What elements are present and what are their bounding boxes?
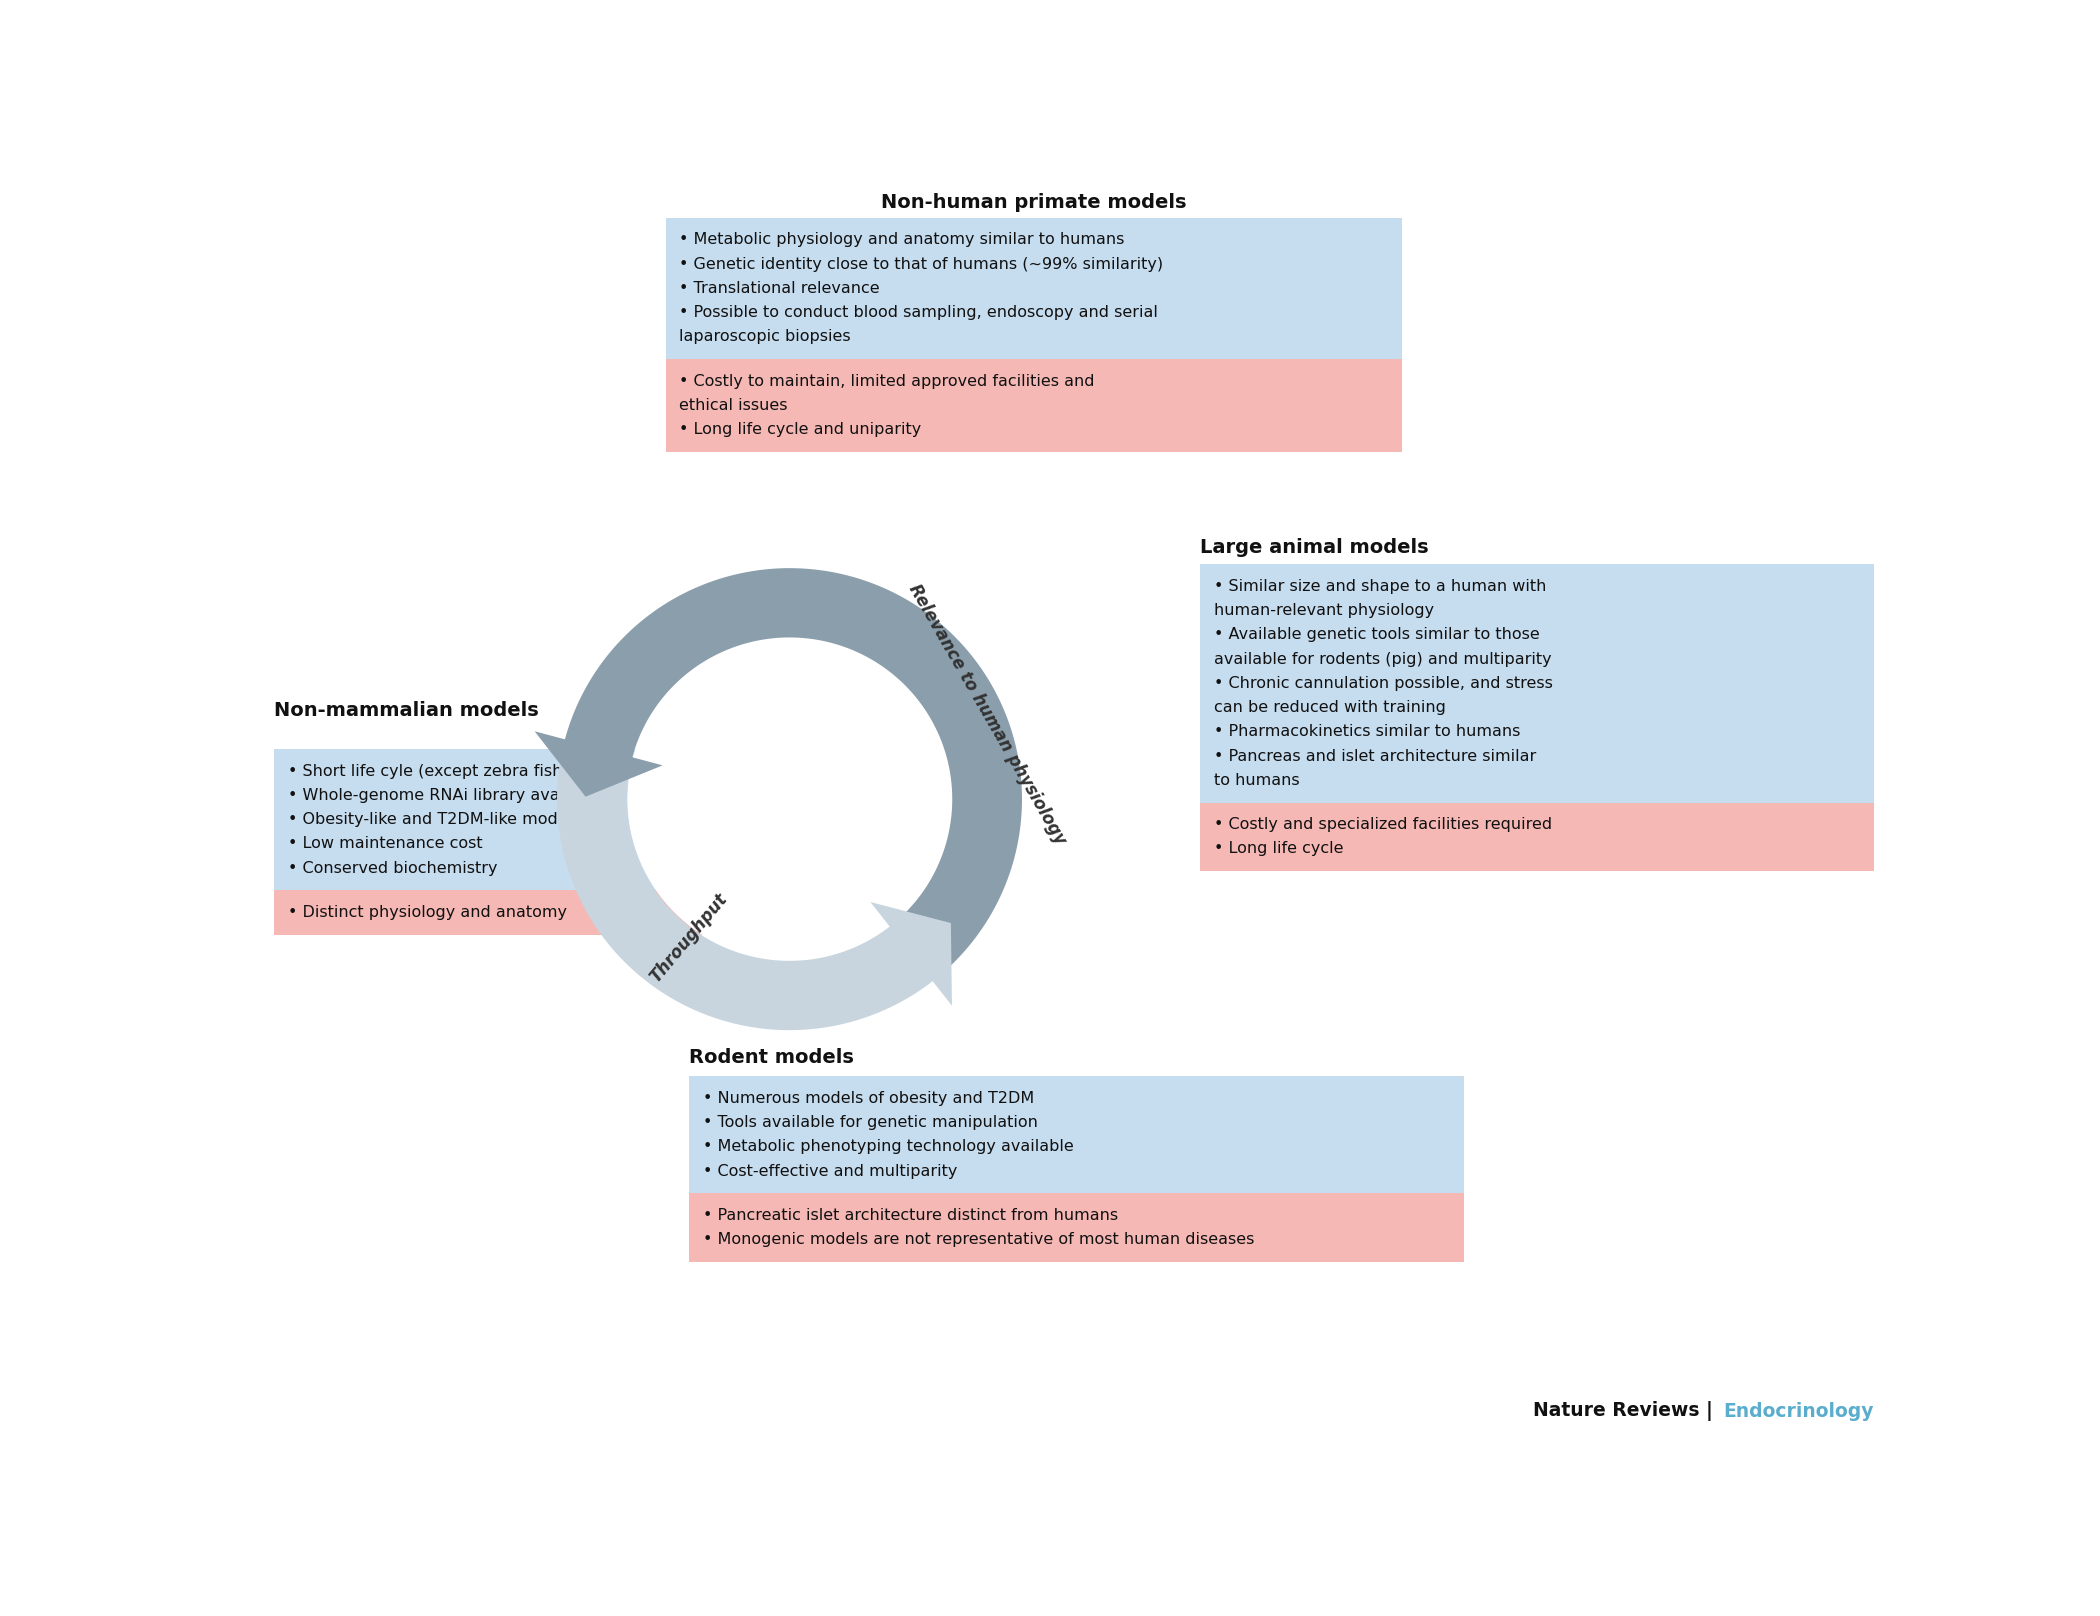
Text: • Costly to maintain, limited approved facilities and: • Costly to maintain, limited approved f…	[680, 373, 1094, 389]
Text: • Pancreatic islet architecture distinct from humans: • Pancreatic islet architecture distinct…	[704, 1209, 1117, 1223]
Bar	[1201, 564, 1875, 803]
Text: • Long life cycle: • Long life cycle	[1214, 842, 1344, 856]
Text: • Pharmacokinetics similar to humans: • Pharmacokinetics similar to humans	[1214, 724, 1520, 740]
Text: • Long life cycle and uniparity: • Long life cycle and uniparity	[680, 422, 922, 438]
Text: • Distinct physiology and anatomy: • Distinct physiology and anatomy	[288, 905, 567, 920]
Text: • Numerous models of obesity and T2DM: • Numerous models of obesity and T2DM	[704, 1091, 1033, 1105]
Text: • Pancreas and islet architecture similar: • Pancreas and islet architecture simila…	[1214, 748, 1537, 764]
Bar	[689, 1076, 1464, 1193]
Text: • Metabolic physiology and anatomy similar to humans: • Metabolic physiology and anatomy simil…	[680, 233, 1126, 247]
Circle shape	[628, 638, 951, 960]
Text: • Obesity-like and T2DM-like models: • Obesity-like and T2DM-like models	[288, 813, 580, 827]
Text: • Whole-genome RNAi library available: • Whole-genome RNAi library available	[288, 789, 603, 803]
Text: Endocrinology: Endocrinology	[1724, 1401, 1873, 1420]
Text: Non-human primate models: Non-human primate models	[880, 192, 1186, 212]
Bar	[689, 1193, 1464, 1262]
Text: • Tools available for genetic manipulation: • Tools available for genetic manipulati…	[704, 1115, 1037, 1130]
Text: • Metabolic phenotyping technology available: • Metabolic phenotyping technology avail…	[704, 1139, 1073, 1154]
Text: • Conserved biochemistry: • Conserved biochemistry	[288, 861, 498, 876]
Polygon shape	[869, 902, 951, 1005]
Text: • Monogenic models are not representative of most human diseases: • Monogenic models are not representativ…	[704, 1233, 1254, 1248]
Polygon shape	[561, 569, 1023, 976]
Text: • Genetic identity close to that of humans (~99% similarity): • Genetic identity close to that of huma…	[680, 257, 1163, 271]
Text: Nature Reviews |: Nature Reviews |	[1533, 1401, 1720, 1422]
Text: Rodent models: Rodent models	[689, 1049, 853, 1067]
Text: can be reduced with training: can be reduced with training	[1214, 700, 1447, 716]
Text: • Cost-effective and multiparity: • Cost-effective and multiparity	[704, 1164, 958, 1178]
Text: to humans: to humans	[1214, 772, 1300, 789]
Text: • Costly and specialized facilities required: • Costly and specialized facilities requ…	[1214, 818, 1552, 832]
Text: • Short life cyle (except zebra fish): • Short life cyle (except zebra fish)	[288, 764, 569, 779]
Text: • Similar size and shape to a human with: • Similar size and shape to a human with	[1214, 579, 1546, 595]
Text: • Possible to conduct blood sampling, endoscopy and serial: • Possible to conduct blood sampling, en…	[680, 305, 1159, 320]
Text: • Translational relevance: • Translational relevance	[680, 281, 880, 296]
Polygon shape	[536, 732, 664, 797]
Text: • Low maintenance cost: • Low maintenance cost	[288, 837, 483, 852]
Text: Throughput: Throughput	[647, 890, 731, 986]
Bar	[275, 750, 848, 890]
Bar	[275, 890, 848, 934]
Text: ethical issues: ethical issues	[680, 398, 788, 414]
Text: Large animal models: Large animal models	[1201, 538, 1428, 556]
Text: Relevance to human physiology: Relevance to human physiology	[905, 582, 1069, 848]
Bar	[666, 359, 1403, 452]
Bar	[666, 218, 1403, 359]
Circle shape	[628, 638, 951, 960]
Text: • Chronic cannulation possible, and stress: • Chronic cannulation possible, and stre…	[1214, 675, 1554, 692]
Polygon shape	[556, 760, 939, 1029]
Text: Non-mammalian models: Non-mammalian models	[275, 701, 540, 719]
Text: laparoscopic biopsies: laparoscopic biopsies	[680, 330, 850, 344]
Text: human-relevant physiology: human-relevant physiology	[1214, 603, 1434, 619]
Text: • Available genetic tools similar to those: • Available genetic tools similar to tho…	[1214, 627, 1539, 643]
Text: available for rodents (pig) and multiparity: available for rodents (pig) and multipar…	[1214, 651, 1552, 667]
Bar	[1201, 803, 1875, 871]
